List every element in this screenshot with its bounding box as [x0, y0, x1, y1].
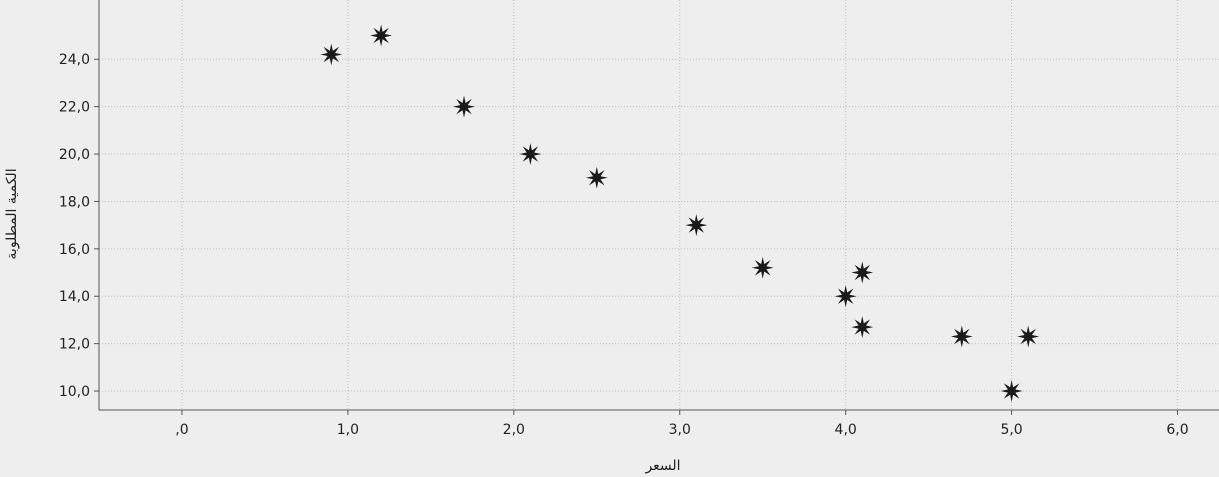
grid: [99, 0, 1219, 410]
y-tick-label: 10,0: [59, 384, 90, 400]
data-point: [1000, 380, 1023, 402]
y-axis-title: الكمية المطلوبة: [4, 168, 20, 259]
x-tick-label: 1,0: [337, 422, 359, 438]
data-point: [1017, 325, 1040, 348]
x-tick-label: 3,0: [669, 422, 691, 438]
axes: [94, 0, 1219, 415]
data-point: [585, 166, 608, 189]
data-point: [851, 261, 874, 284]
data-point: [320, 43, 343, 66]
x-tick-label: 2,0: [503, 422, 525, 438]
y-tick-label: 24,0: [59, 52, 90, 68]
x-axis-title: السعر: [644, 458, 680, 474]
x-tick-label: ,0: [175, 422, 188, 438]
data-point: [834, 285, 857, 308]
data-points: [320, 24, 1040, 402]
y-tick-label: 22,0: [59, 100, 90, 116]
y-tick-label: 12,0: [59, 337, 90, 353]
x-tick-label: 5,0: [1000, 422, 1022, 438]
data-point: [370, 24, 393, 47]
y-tick-label: 14,0: [59, 289, 90, 305]
data-point: [453, 95, 475, 118]
data-point: [950, 325, 973, 348]
x-tick-label: 6,0: [1166, 422, 1188, 438]
data-point: [519, 143, 542, 165]
data-point: [751, 256, 774, 279]
x-tick-label: 4,0: [835, 422, 857, 438]
data-point: [685, 214, 708, 237]
y-tick-label: 16,0: [59, 242, 90, 258]
y-tick-label: 18,0: [59, 194, 90, 210]
tick-labels: ,0 1,0 2,0 3,0 4,0 5,0 6,0 10,0 12,0 14,0 16,0 18,0…: [59, 52, 1189, 438]
data-point: [851, 316, 874, 339]
y-tick-label: 20,0: [59, 147, 90, 163]
